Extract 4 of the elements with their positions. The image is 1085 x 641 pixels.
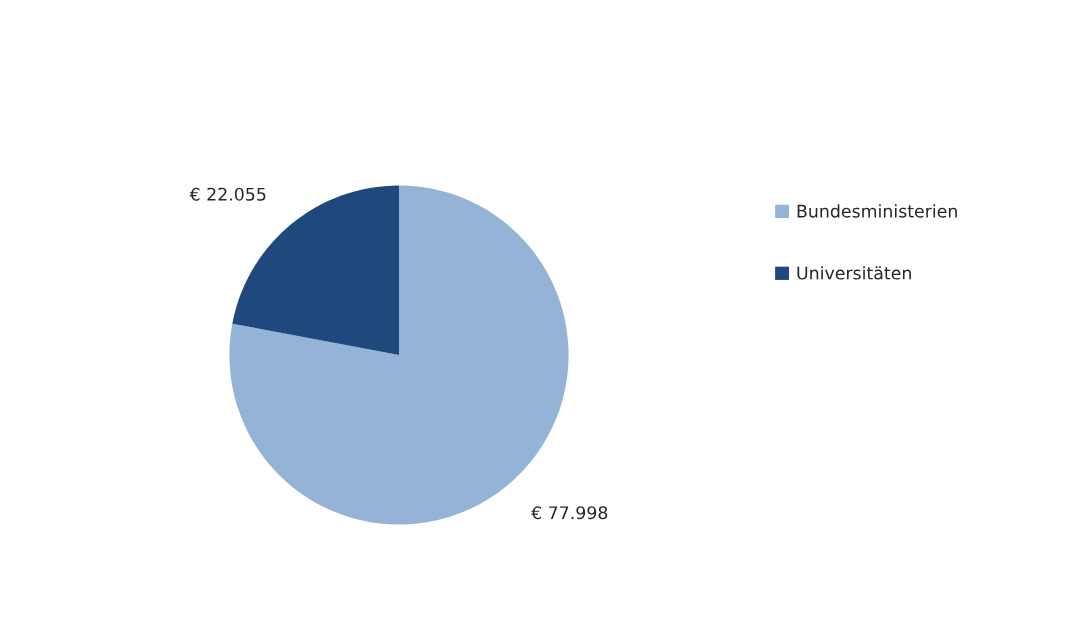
data-label: € 22.055 [189, 187, 266, 201]
legend-label: Universitäten [797, 266, 911, 280]
data-label: € 77.998 [531, 506, 608, 520]
legend-label: Bundesministerien [797, 204, 957, 218]
